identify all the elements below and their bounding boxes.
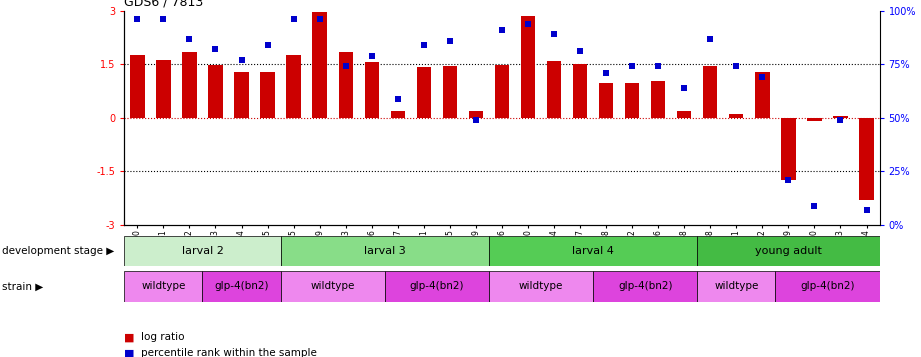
Point: [391, 96, 405, 101]
Bar: [625, 83, 639, 118]
Point: [807, 203, 822, 208]
Bar: [781, 118, 796, 180]
Point: [312, 16, 327, 22]
Bar: [124, 271, 203, 302]
Point: [781, 177, 796, 183]
Point: [130, 16, 145, 22]
Bar: [775, 271, 880, 302]
Text: strain ▶: strain ▶: [2, 281, 43, 292]
Bar: [261, 72, 274, 118]
Point: [182, 36, 197, 41]
Text: development stage ▶: development stage ▶: [2, 246, 114, 256]
Text: wildtype: wildtype: [519, 281, 564, 292]
Bar: [339, 52, 353, 118]
Bar: [651, 81, 665, 118]
Bar: [489, 271, 593, 302]
Point: [442, 38, 457, 44]
Text: ■: ■: [124, 332, 134, 342]
Bar: [234, 72, 249, 118]
Bar: [521, 16, 535, 118]
Point: [599, 70, 613, 76]
Bar: [130, 55, 145, 118]
Point: [651, 64, 666, 69]
Text: larval 3: larval 3: [364, 246, 405, 256]
Bar: [365, 62, 379, 118]
Point: [677, 85, 692, 91]
Bar: [469, 111, 483, 118]
Point: [338, 64, 353, 69]
Bar: [385, 271, 489, 302]
Bar: [834, 116, 847, 118]
Bar: [157, 60, 170, 118]
Point: [547, 31, 562, 37]
Point: [703, 36, 717, 41]
Bar: [573, 64, 588, 118]
Bar: [593, 271, 697, 302]
Bar: [286, 55, 301, 118]
Point: [156, 16, 170, 22]
Text: percentile rank within the sample: percentile rank within the sample: [141, 348, 317, 357]
Bar: [697, 236, 880, 266]
Bar: [677, 111, 692, 118]
Bar: [703, 66, 717, 118]
Bar: [808, 118, 822, 121]
Bar: [599, 83, 613, 118]
Point: [416, 42, 431, 48]
Bar: [391, 111, 405, 118]
Point: [234, 57, 249, 63]
Bar: [547, 61, 561, 118]
Bar: [281, 271, 385, 302]
Text: young adult: young adult: [755, 246, 822, 256]
Bar: [312, 12, 327, 118]
Bar: [697, 271, 775, 302]
Point: [573, 49, 588, 54]
Point: [624, 64, 639, 69]
Point: [755, 74, 770, 80]
Text: glp-4(bn2): glp-4(bn2): [618, 281, 672, 292]
Text: wildtype: wildtype: [714, 281, 759, 292]
Text: GDS6 / 7813: GDS6 / 7813: [124, 0, 204, 8]
Text: larval 2: larval 2: [181, 246, 224, 256]
Bar: [729, 114, 743, 118]
Bar: [859, 118, 874, 200]
Bar: [182, 52, 196, 118]
Bar: [124, 236, 281, 266]
Bar: [416, 67, 431, 118]
Text: glp-4(bn2): glp-4(bn2): [410, 281, 464, 292]
Text: larval 4: larval 4: [572, 246, 614, 256]
Bar: [489, 236, 697, 266]
Text: glp-4(bn2): glp-4(bn2): [215, 281, 269, 292]
Bar: [208, 65, 223, 118]
Point: [520, 21, 535, 26]
Bar: [281, 236, 489, 266]
Point: [469, 117, 484, 123]
Point: [365, 53, 379, 59]
Text: wildtype: wildtype: [310, 281, 355, 292]
Point: [286, 16, 301, 22]
Point: [859, 207, 874, 213]
Point: [495, 27, 509, 33]
Point: [208, 46, 223, 52]
Point: [261, 42, 275, 48]
Text: wildtype: wildtype: [141, 281, 186, 292]
Bar: [755, 72, 770, 118]
Text: glp-4(bn2): glp-4(bn2): [800, 281, 855, 292]
Bar: [203, 271, 281, 302]
Text: ■: ■: [124, 348, 134, 357]
Point: [834, 117, 848, 123]
Text: log ratio: log ratio: [141, 332, 184, 342]
Bar: [443, 66, 457, 118]
Bar: [495, 65, 509, 118]
Point: [729, 64, 743, 69]
